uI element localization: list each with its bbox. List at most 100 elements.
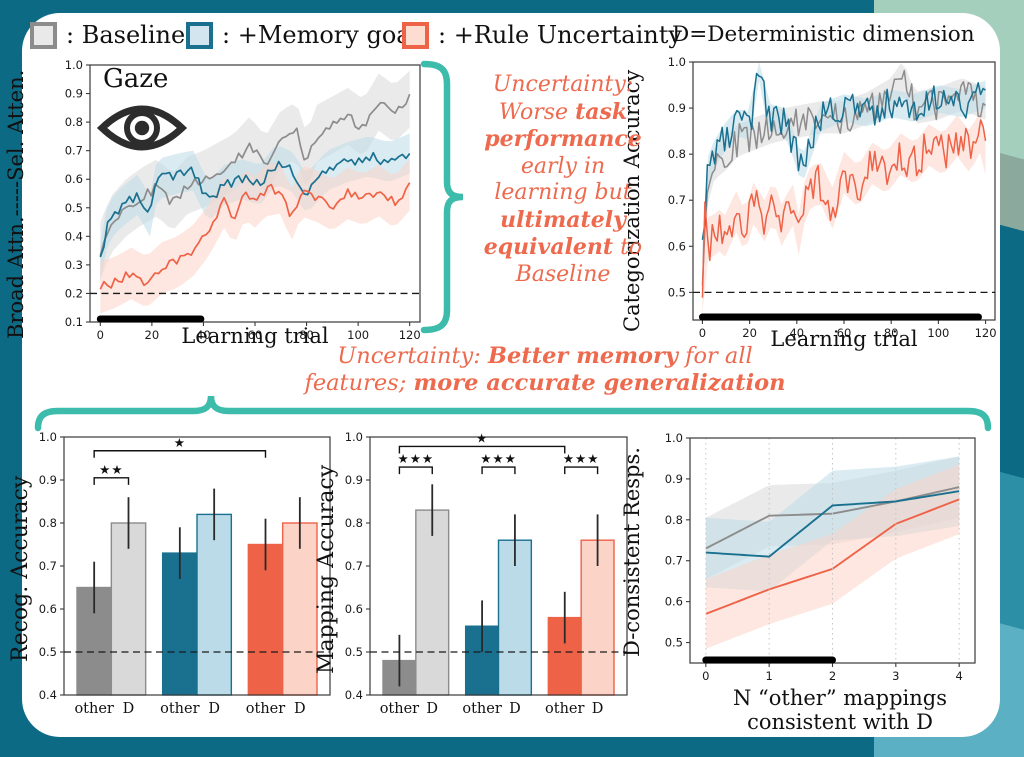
annotation-text: Worse <box>498 99 576 125</box>
svg-text:100: 100 <box>927 326 949 340</box>
svg-text:60: 60 <box>248 328 263 342</box>
memory-goal-swatch-icon <box>186 21 213 49</box>
svg-text:20: 20 <box>742 326 757 340</box>
annotation-text: learning but <box>494 180 632 205</box>
svg-text:D: D <box>509 701 521 717</box>
svg-text:0.6: 0.6 <box>39 602 57 616</box>
svg-text:1.0: 1.0 <box>665 431 683 445</box>
annotation-text: early in <box>520 153 606 179</box>
mapping-y-axis-label: Mapping Accuracy <box>314 464 339 674</box>
svg-text:0.5: 0.5 <box>345 645 363 659</box>
uncertainty-memory-annotation: Uncertainty: Better memory for all featur… <box>280 343 810 397</box>
svg-text:★: ★ <box>476 430 488 445</box>
d-consistent-x-axis-label-line1: N “other” mappings <box>732 686 948 710</box>
uncertainty-performance-annotation: Uncertainty: Worse task performance early i… <box>452 72 674 288</box>
gaze-y-axis-label: Broad Attn.-----Sel. Atten. <box>4 69 28 339</box>
d-consistent-x-axis-label: N “other” mappings consistent with D <box>700 686 980 734</box>
categorization-accuracy-chart: 0.5 0.6 0.7 0.8 0.9 1.0 0 20 40 60 80 100 120 <box>668 55 997 340</box>
svg-text:0.4: 0.4 <box>39 688 57 702</box>
svg-text:D: D <box>208 701 220 717</box>
svg-text:0.9: 0.9 <box>39 473 57 487</box>
annotation-text: for all <box>678 343 753 369</box>
svg-text:0.5: 0.5 <box>665 636 683 650</box>
svg-text:0.8: 0.8 <box>665 513 683 527</box>
svg-text:D: D <box>123 701 135 717</box>
svg-text:0.9: 0.9 <box>668 101 686 115</box>
svg-text:1: 1 <box>766 669 773 683</box>
svg-text:40: 40 <box>789 326 804 340</box>
svg-text:1.0: 1.0 <box>345 430 363 444</box>
svg-text:0.3: 0.3 <box>65 258 83 272</box>
svg-text:0.9: 0.9 <box>65 87 83 101</box>
svg-text:other: other <box>462 701 501 717</box>
svg-text:4: 4 <box>956 669 963 683</box>
svg-text:0.5: 0.5 <box>39 645 57 659</box>
svg-text:0.7: 0.7 <box>65 144 83 158</box>
annotation-text: to <box>613 235 643 260</box>
svg-text:1.0: 1.0 <box>668 55 686 69</box>
gaze-chart-title: Gaze <box>103 64 169 94</box>
svg-text:0.8: 0.8 <box>345 516 363 530</box>
legend-label-memory-goal: : +Memory goal <box>222 21 419 49</box>
svg-text:120: 120 <box>975 326 997 340</box>
svg-text:★★★: ★★★ <box>480 451 517 466</box>
d-consistent-x-axis-label-line2: consistent with D <box>747 710 933 734</box>
svg-text:0.8: 0.8 <box>39 516 57 530</box>
deterministic-dimension-title: D=Deterministic dimension <box>672 22 975 47</box>
svg-text:20: 20 <box>145 328 160 342</box>
svg-text:0: 0 <box>97 328 104 342</box>
svg-text:★: ★ <box>174 435 186 450</box>
legend-label-baseline: : Baseline <box>66 21 186 49</box>
gaze-attention-chart: 0.1 0.2 0.3 0.4 0.5 0.6 0.7 0.8 0.9 1.0 0 20 40 60 80 1… <box>65 58 421 342</box>
svg-text:other: other <box>160 701 199 717</box>
svg-text:0.8: 0.8 <box>65 115 83 129</box>
svg-text:★★★: ★★★ <box>398 451 435 466</box>
rule-uncertainty-swatch-icon <box>402 21 429 49</box>
baseline-swatch-icon <box>30 21 57 49</box>
svg-text:120: 120 <box>399 328 421 342</box>
svg-text:other: other <box>74 701 113 717</box>
annotation-text: features; <box>304 370 414 396</box>
gaze-x-axis-label: Learning trial <box>181 324 329 348</box>
svg-text:other: other <box>380 701 419 717</box>
svg-text:0: 0 <box>699 326 706 340</box>
svg-text:0.7: 0.7 <box>668 193 686 207</box>
svg-text:60: 60 <box>837 326 852 340</box>
categorization-x-axis-label: Learning trial <box>770 327 918 351</box>
svg-text:1.0: 1.0 <box>65 58 83 72</box>
svg-text:3: 3 <box>892 669 899 683</box>
annotation-text: performance <box>484 126 642 152</box>
svg-text:D: D <box>592 701 604 717</box>
d-consistent-responses-chart: 0.5 0.6 0.7 0.8 0.9 1.0 0 1 2 3 4 <box>665 431 976 683</box>
svg-text:40: 40 <box>196 328 211 342</box>
svg-text:100: 100 <box>347 328 369 342</box>
svg-text:0.7: 0.7 <box>665 554 683 568</box>
svg-text:2: 2 <box>829 669 836 683</box>
svg-text:0.6: 0.6 <box>65 172 83 186</box>
svg-text:0.6: 0.6 <box>665 595 683 609</box>
annotation-text: Better memory <box>488 343 678 369</box>
svg-text:0.7: 0.7 <box>345 559 363 573</box>
legend-item-rule-uncertainty: : +Rule Uncertainty <box>402 21 682 49</box>
svg-text:0.4: 0.4 <box>65 229 83 243</box>
legend-item-memory-goal: : +Memory goal <box>186 21 418 49</box>
svg-text:0.9: 0.9 <box>665 472 683 486</box>
annotation-text: task <box>575 98 628 125</box>
svg-text:80: 80 <box>299 328 314 342</box>
annotation-text: equivalent <box>483 234 614 260</box>
svg-text:0: 0 <box>702 669 709 683</box>
svg-text:D: D <box>426 701 438 717</box>
recognition-y-axis-label: Recog. Accuracy <box>8 475 33 663</box>
svg-text:0.6: 0.6 <box>345 602 363 616</box>
svg-text:D: D <box>294 701 306 717</box>
svg-text:80: 80 <box>884 326 899 340</box>
svg-text:other: other <box>246 701 285 717</box>
annotation-text: ultimately <box>500 206 626 233</box>
svg-text:★★★: ★★★ <box>563 451 600 466</box>
annotation-text: Uncertainty: <box>492 72 634 97</box>
eye-icon <box>96 105 188 151</box>
annotation-text: Baseline <box>515 261 611 287</box>
svg-text:0.8: 0.8 <box>668 147 686 161</box>
